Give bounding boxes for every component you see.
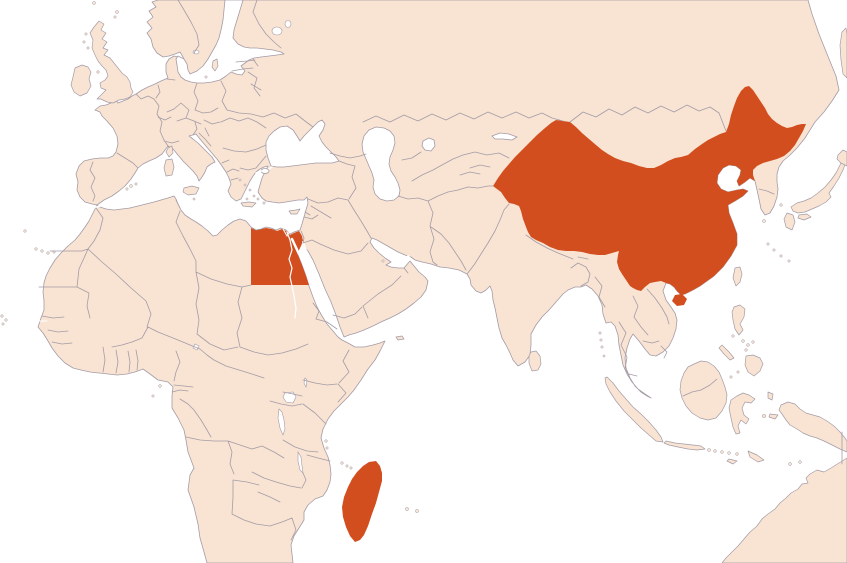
timor: [747, 450, 765, 463]
mindanao: [744, 354, 764, 377]
honshu: [790, 157, 847, 214]
nile-river: [286, 231, 297, 319]
seas-group: [96, 0, 518, 237]
lake-victoria: [282, 391, 297, 404]
africa-borders: [38, 199, 350, 541]
palawan: [718, 344, 735, 361]
highlighted-countries-group: [251, 86, 806, 542]
bosporus: [268, 166, 273, 170]
socotra: [395, 335, 405, 341]
taiwan: [732, 266, 743, 287]
borneo: [679, 360, 728, 421]
asia-borders: [362, 104, 843, 465]
europe-borders: [89, 0, 314, 202]
kyushu: [783, 212, 796, 231]
luzon-philippines: [731, 304, 746, 336]
baltic-sea: [175, 0, 285, 84]
lake-balkhash: [491, 132, 518, 141]
halmahera: [767, 391, 774, 401]
dardanelles: [255, 170, 262, 174]
hokkaido: [836, 149, 847, 167]
lake-onega: [284, 20, 292, 28]
gotland: [211, 58, 219, 72]
sea-of-marmara: [260, 168, 270, 174]
java: [663, 440, 706, 451]
gulf-of-suez: [290, 237, 301, 256]
aral-sea: [421, 137, 436, 152]
sardinia: [163, 158, 175, 177]
cyprus: [288, 208, 301, 215]
mediterranean-sea: [96, 133, 309, 237]
black-sea: [265, 119, 340, 168]
sakhalin: [839, 27, 847, 79]
strait-of-gibraltar: [92, 205, 101, 209]
corsica: [165, 145, 174, 158]
gulf-of-aqaba: [302, 241, 308, 255]
seram: [768, 413, 779, 420]
sumba: [726, 458, 738, 465]
rivers-group: [282, 228, 297, 319]
sicily: [182, 185, 200, 196]
country-borders-group: [38, 0, 843, 541]
sri-lanka: [528, 350, 542, 372]
country-china: [493, 86, 806, 295]
country-madagascar: [342, 461, 382, 542]
ireland: [70, 64, 92, 97]
shikoku: [797, 213, 812, 221]
islands-group: [70, 20, 847, 563]
lake-ladoga: [271, 26, 283, 36]
lake-tanganyika: [277, 408, 286, 436]
island-hainan: [672, 294, 687, 306]
crete: [240, 201, 257, 208]
strait-of-hormuz: [407, 255, 415, 264]
lake-vanern: [192, 49, 200, 55]
great-britain: [89, 20, 134, 104]
nile-delta: [282, 228, 292, 238]
middle-east-borders: [300, 152, 409, 319]
caspian-sea: [361, 126, 401, 202]
new-guinea: [778, 401, 847, 453]
sulawesi: [728, 392, 756, 435]
australia: [721, 457, 847, 563]
sumatra: [604, 376, 664, 443]
straits-group: [38, 166, 415, 322]
